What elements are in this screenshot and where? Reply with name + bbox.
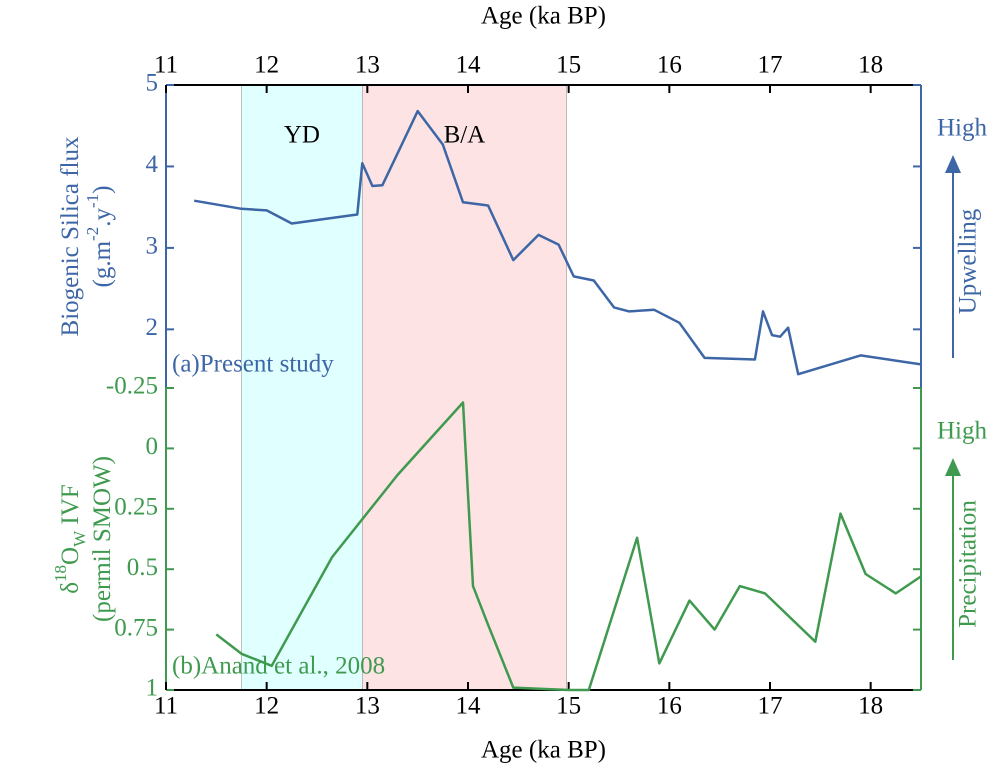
x-tick-label: 12: [254, 52, 279, 79]
x-tick-label: 15: [556, 52, 581, 79]
label-part: δ: [57, 582, 84, 594]
x-tick-label: 15: [556, 693, 581, 720]
x-tick-label: 17: [758, 52, 783, 79]
label-part: 18: [51, 565, 70, 582]
y-tick-label: 4: [146, 151, 159, 178]
label-part: ): [89, 186, 116, 194]
x-tick-label: 14: [456, 52, 482, 79]
y-tick-label: 0: [146, 433, 159, 460]
y-tick-label: 5: [146, 70, 159, 97]
x-tick-label: 11: [154, 693, 178, 720]
arrow-head: [945, 155, 961, 173]
region-label: YD: [284, 122, 320, 149]
panel-annotation: (a)Present study: [172, 351, 334, 378]
y-tick-label: 2: [146, 314, 159, 341]
y-axis-label: δ18OW IVF: [51, 484, 89, 593]
y-tick-label: 3: [146, 233, 159, 260]
shaded-region: [241, 84, 363, 691]
label-part: W: [70, 530, 89, 547]
x-axis-label: Age (ka BP): [481, 737, 606, 764]
right-label-high: High: [937, 418, 988, 445]
x-tick-label: 17: [758, 693, 783, 720]
y-tick-label: 1: [146, 675, 159, 702]
x-tick-label: 16: [657, 693, 682, 720]
y-tick-label: 0.5: [127, 554, 158, 581]
x-tick-label: 11: [154, 52, 178, 79]
label-part: -2: [83, 227, 102, 241]
shaded-region: [361, 84, 567, 691]
label-part: IVF: [57, 484, 84, 531]
panel-annotation: (b)Anand et al., 2008: [172, 653, 385, 680]
data-line: [193, 109, 922, 376]
y-axis-label: Biogenic Silica flux: [57, 136, 84, 336]
x-tick-label: 12: [254, 693, 279, 720]
label-part: .y: [89, 208, 116, 227]
x-tick-label: 13: [355, 52, 380, 79]
x-tick-label: 14: [456, 693, 482, 720]
right-label-high: High: [937, 115, 988, 142]
label-part: -1: [83, 194, 102, 208]
x-tick-label: 16: [657, 52, 682, 79]
label-part: (permil SMOW): [89, 456, 116, 622]
y-tick-label: 0.25: [114, 494, 158, 521]
label-part: (g.m: [89, 240, 116, 287]
label-part: Biogenic Silica flux: [57, 136, 84, 336]
x-tick-label: 13: [355, 693, 380, 720]
x-axis-label: Age (ka BP): [481, 3, 606, 30]
y-axis-label: (g.m-2.y-1): [83, 186, 115, 288]
arrow-head: [945, 458, 961, 476]
y-tick-label: 0.75: [114, 614, 158, 641]
x-tick-label: 18: [858, 52, 883, 79]
right-label: Precipitation: [955, 500, 982, 628]
data-line: [215, 401, 922, 692]
x-tick-label: 18: [858, 693, 883, 720]
y-tick-label: -0.25: [106, 373, 158, 400]
right-label: Upwelling: [955, 208, 982, 314]
label-part: O: [57, 547, 84, 565]
y-axis-label: (permil SMOW): [89, 456, 116, 622]
region-label: B/A: [444, 122, 486, 149]
